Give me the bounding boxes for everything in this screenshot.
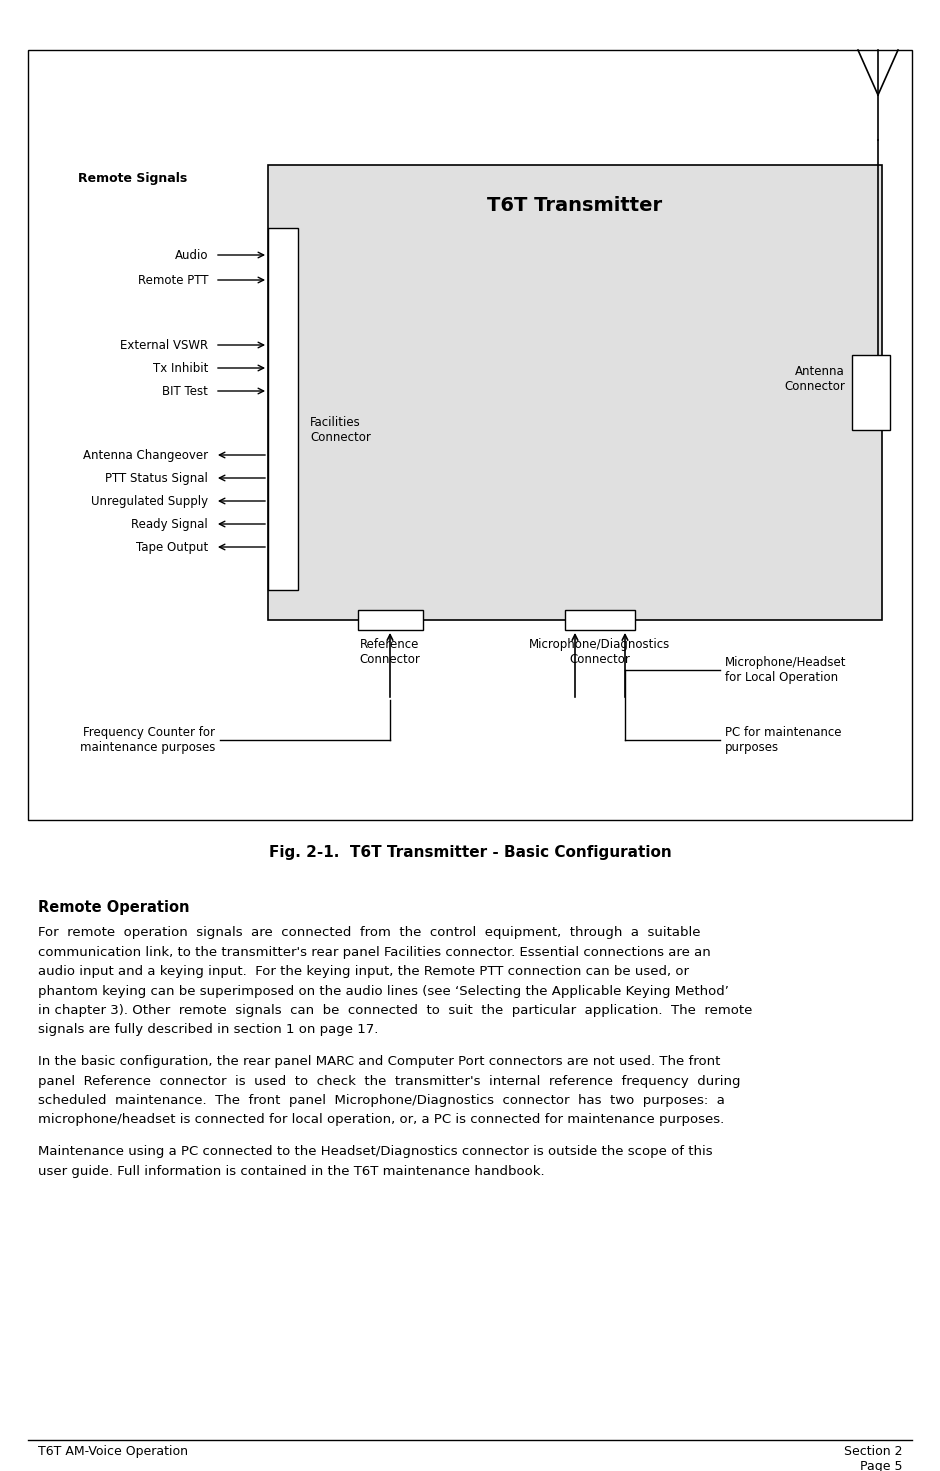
Text: Unregulated Supply: Unregulated Supply [91,494,208,507]
Text: Remote Signals: Remote Signals [78,172,188,185]
Text: In the basic configuration, the rear panel MARC and Computer Port connectors are: In the basic configuration, the rear pan… [38,1055,720,1068]
Text: Microphone/Headset
for Local Operation: Microphone/Headset for Local Operation [725,656,847,684]
Text: panel  Reference  connector  is  used  to  check  the  transmitter's  internal  : panel Reference connector is used to che… [38,1074,741,1087]
Text: Ready Signal: Ready Signal [132,518,208,531]
Bar [565,610,635,630]
Text: microphone/headset is connected for local operation, or, a PC is connected for m: microphone/headset is connected for loca… [38,1114,724,1127]
Text: Tx Inhibit: Tx Inhibit [152,362,208,375]
Text: Frequency Counter for
maintenance purposes: Frequency Counter for maintenance purpos… [80,727,215,755]
Text: BIT Test: BIT Test [162,384,208,397]
Text: External VSWR: External VSWR [120,338,208,352]
Text: phantom keying can be superimposed on the audio lines (see ‘Selecting the Applic: phantom keying can be superimposed on th… [38,984,728,997]
Text: T6T Transmitter: T6T Transmitter [488,196,663,215]
Bar [852,355,890,430]
Text: Remote PTT: Remote PTT [137,274,208,287]
Text: signals are fully described in section 1 on page 17.: signals are fully described in section 1… [38,1024,379,1037]
Text: user guide. Full information is contained in the T6T maintenance handbook.: user guide. Full information is containe… [38,1165,544,1177]
Text: Fig. 2-1.  T6T Transmitter - Basic Configuration: Fig. 2-1. T6T Transmitter - Basic Config… [269,844,671,861]
Text: Reference
Connector: Reference Connector [360,638,420,666]
Text: T6T AM-Voice Operation: T6T AM-Voice Operation [38,1445,188,1458]
Text: Antenna
Connector: Antenna Connector [784,365,845,393]
Bar [268,228,298,590]
Text: For  remote  operation  signals  are  connected  from  the  control  equipment, : For remote operation signals are connect… [38,927,700,938]
Text: in chapter 3). Other  remote  signals  can  be  connected  to  suit  the  partic: in chapter 3). Other remote signals can … [38,1005,752,1016]
Text: Microphone/Diagnostics
Connector: Microphone/Diagnostics Connector [529,638,670,666]
Text: audio input and a keying input.  For the keying input, the Remote PTT connection: audio input and a keying input. For the … [38,965,689,978]
Text: PTT Status Signal: PTT Status Signal [105,472,208,484]
Text: Maintenance using a PC connected to the Headset/Diagnostics connector is outside: Maintenance using a PC connected to the … [38,1144,713,1158]
Bar [358,610,423,630]
Text: PC for maintenance
purposes: PC for maintenance purposes [725,727,841,755]
Text: Remote Operation: Remote Operation [38,900,190,915]
Bar [28,50,912,819]
Text: Audio: Audio [175,249,208,262]
Text: Antenna Changeover: Antenna Changeover [83,449,208,462]
Text: scheduled  maintenance.  The  front  panel  Microphone/Diagnostics  connector  h: scheduled maintenance. The front panel M… [38,1094,725,1108]
Bar [268,165,882,619]
Text: Facilities
Connector: Facilities Connector [310,416,371,444]
Text: Section 2
Page 5: Section 2 Page 5 [843,1445,902,1471]
Text: communication link, to the transmitter's rear panel Facilities connector. Essent: communication link, to the transmitter's… [38,946,711,959]
Text: Tape Output: Tape Output [135,540,208,553]
